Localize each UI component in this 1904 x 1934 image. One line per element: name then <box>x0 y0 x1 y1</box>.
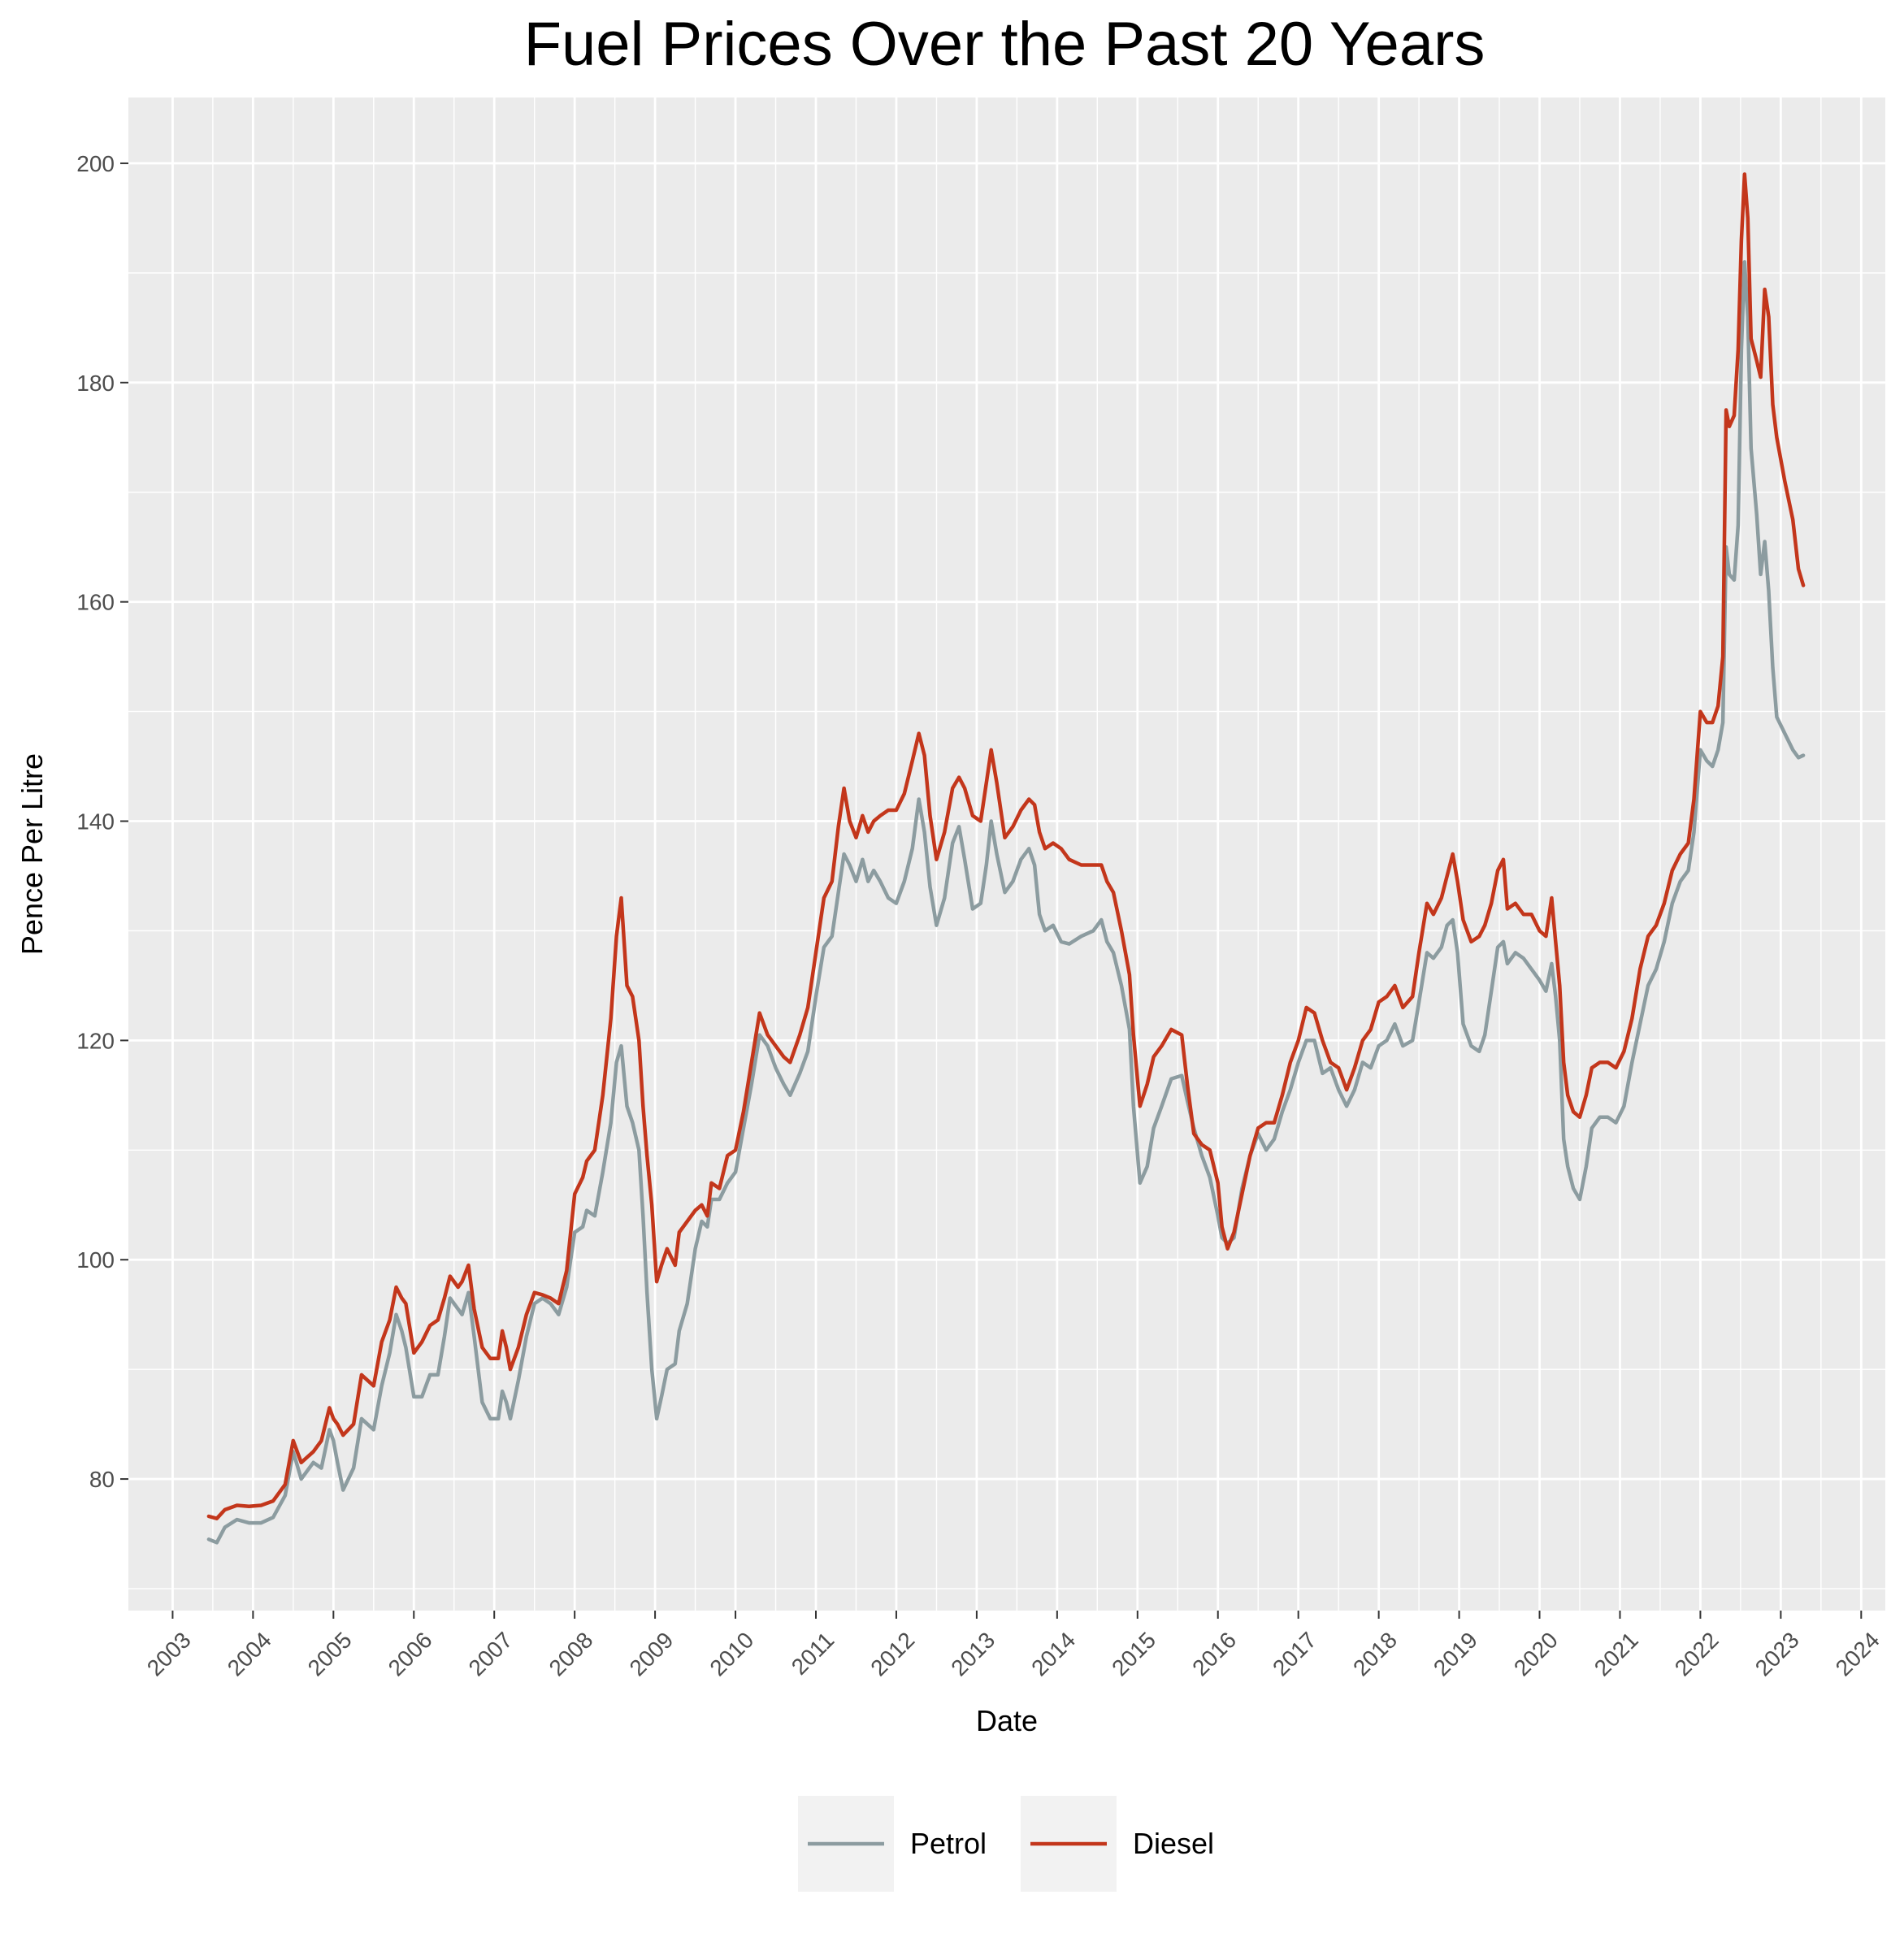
y-tick-label: 160 <box>76 590 115 615</box>
y-axis-title: Pence Per Litre <box>15 753 49 955</box>
legend-label-petrol: Petrol <box>910 1827 987 1860</box>
series-lines <box>206 172 1806 1545</box>
y-tick-label: 80 <box>89 1467 115 1492</box>
x-axis-title: Date <box>976 1704 1038 1737</box>
chart-title: Fuel Prices Over the Past 20 Years <box>524 10 1485 79</box>
series-line-petrol <box>206 260 1806 1545</box>
y-tick-label: 180 <box>76 371 115 396</box>
y-tick-label: 120 <box>76 1028 115 1053</box>
y-axis: 80 100 120 140 160 180 200 <box>76 151 128 1492</box>
plot-panel <box>128 98 1885 1611</box>
legend-label-diesel: Diesel <box>1133 1827 1214 1860</box>
y-tick-label: 140 <box>76 809 115 835</box>
y-tick-label: 200 <box>76 151 115 176</box>
legend: Petrol Diesel <box>798 1796 1214 1892</box>
y-tick-label: 100 <box>76 1247 115 1273</box>
series-line-diesel <box>206 172 1806 1520</box>
